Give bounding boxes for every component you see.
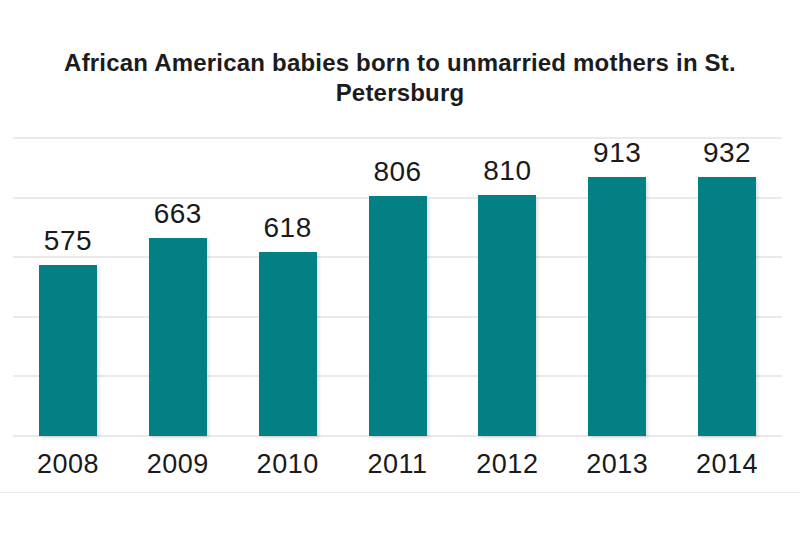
x-axis-label: 2011 [343, 436, 453, 480]
bar [39, 265, 97, 436]
bar-column: 575 [13, 138, 123, 436]
bar-value-label: 618 [264, 213, 312, 243]
bar-column: 932 [672, 138, 782, 436]
plot-area: 575 663 618 806 810 913 932 [13, 138, 782, 436]
chart-title-line-1: African American babies born to unmarrie… [0, 48, 800, 78]
bar-column: 663 [123, 138, 233, 436]
bar [478, 195, 536, 436]
x-axis-label: 2010 [233, 436, 343, 480]
bar-value-label: 810 [483, 156, 531, 186]
bar-value-label: 932 [703, 138, 751, 168]
bar-value-label: 575 [44, 226, 92, 256]
bar-value-label: 806 [373, 157, 421, 187]
bars-row: 575 663 618 806 810 913 932 [13, 138, 782, 436]
bar-value-label: 913 [593, 138, 641, 168]
bar-column: 913 [562, 138, 672, 436]
x-axis-label: 2008 [13, 436, 123, 480]
bar [588, 177, 646, 436]
x-axis-row: 2008200920102011201220132014 [13, 436, 782, 480]
footer-rule [0, 492, 800, 493]
bar [369, 196, 427, 436]
bar [698, 177, 756, 436]
bar-chart: African American babies born to unmarrie… [0, 0, 800, 533]
bar [259, 252, 317, 436]
bar [149, 238, 207, 436]
x-axis-label: 2014 [672, 436, 782, 480]
chart-title-line-2: Petersburg [0, 78, 800, 108]
bar-column: 618 [233, 138, 343, 436]
x-axis-label: 2013 [562, 436, 672, 480]
bar-value-label: 663 [154, 199, 202, 229]
chart-title: African American babies born to unmarrie… [0, 48, 800, 108]
bar-column: 806 [343, 138, 453, 436]
x-axis-label: 2009 [123, 436, 233, 480]
x-axis-label: 2012 [452, 436, 562, 480]
bar-column: 810 [452, 138, 562, 436]
